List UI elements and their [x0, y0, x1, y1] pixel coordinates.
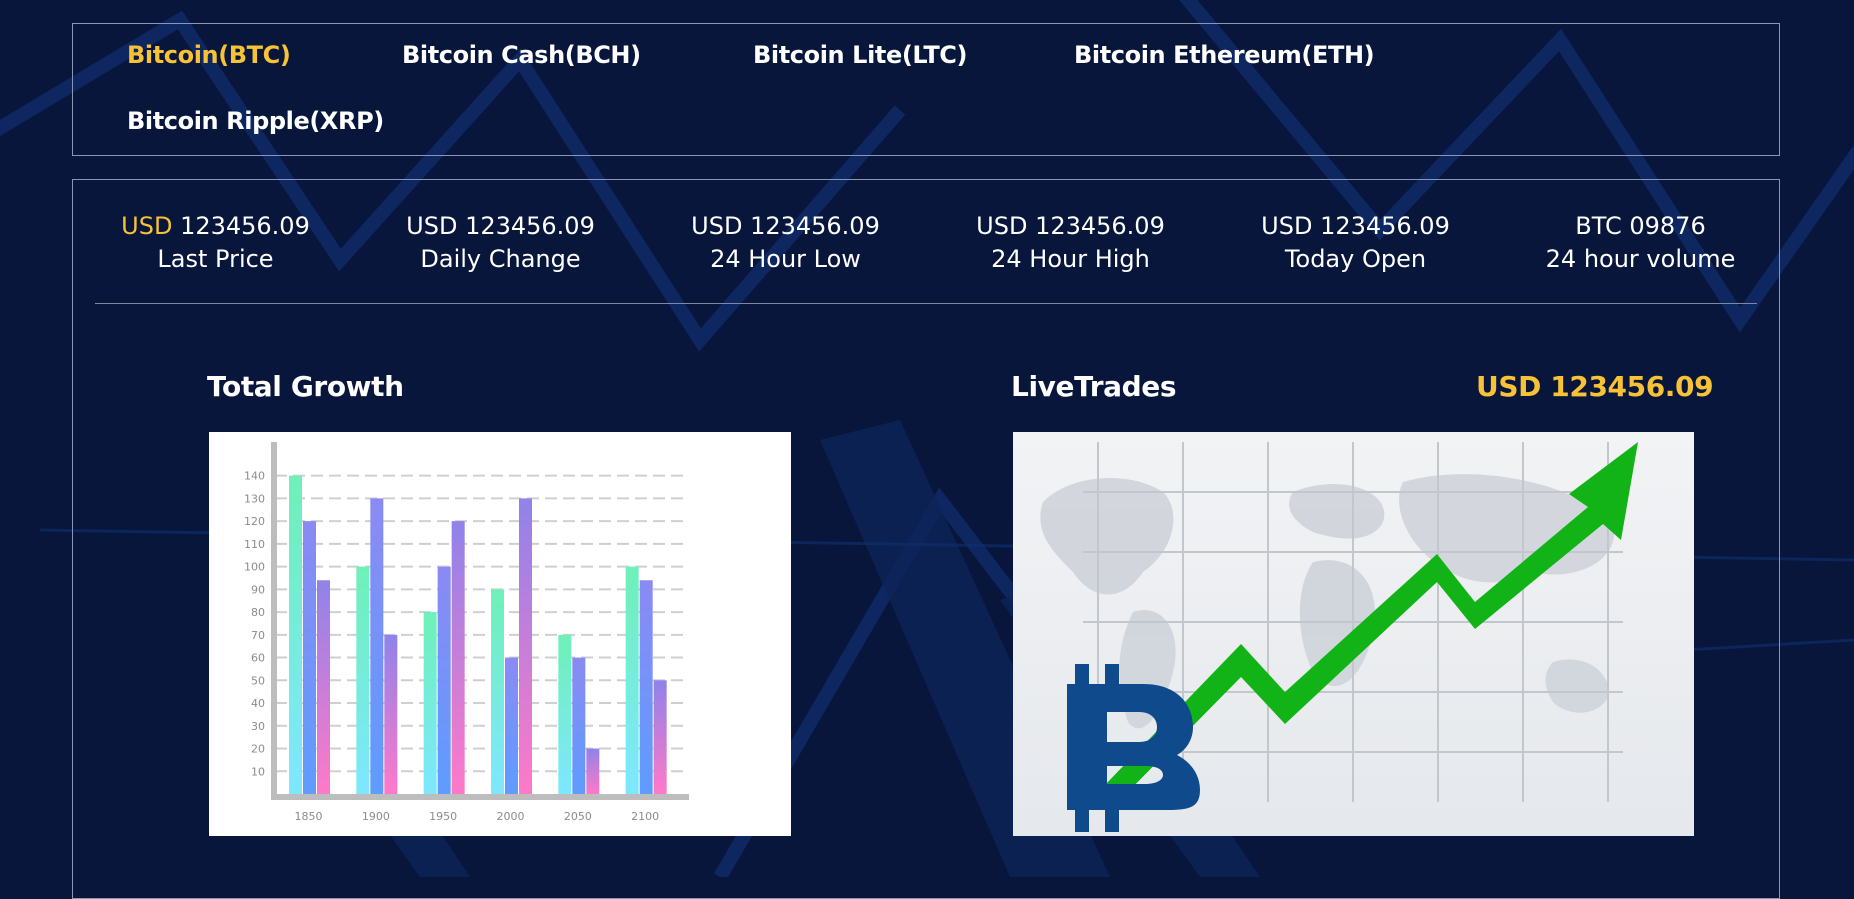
bar: [558, 634, 572, 794]
x-axis: [271, 794, 689, 800]
stat-value: 09876: [1629, 212, 1706, 240]
bar: [653, 680, 667, 794]
stat-daily-change: USD 123456.09 Daily Change: [358, 210, 643, 276]
stat-label: Daily Change: [420, 245, 581, 273]
x-tick-label: 1950: [429, 810, 457, 823]
x-tick-label: 2050: [564, 810, 592, 823]
y-tick-label: 70: [251, 629, 265, 642]
live-trades-title: LiveTrades: [1011, 370, 1177, 403]
stat-currency: USD: [121, 212, 173, 240]
y-tick-label: 140: [244, 470, 265, 483]
y-tick-label: 120: [244, 515, 265, 528]
stat-currency: USD: [976, 212, 1028, 240]
bar: [491, 589, 504, 794]
y-tick-label: 60: [251, 652, 265, 665]
tab-btc[interactable]: Bitcoin(BTC): [127, 41, 291, 69]
stat-label: 24 hour volume: [1545, 245, 1736, 273]
live-trades-image: [1013, 432, 1694, 836]
y-tick-label: 30: [251, 720, 265, 733]
stat-currency: USD: [1261, 212, 1313, 240]
bitcoin-logo-icon: [1067, 664, 1200, 832]
y-tick-label: 100: [244, 561, 265, 574]
total-growth-chart: 10 20 30 40 50 60 70 80 90 100 110 120 130 140 1850 190…: [209, 432, 791, 836]
bar: [317, 580, 330, 794]
live-trades-illustration: [1040, 442, 1638, 832]
y-tick-label: 50: [251, 674, 265, 687]
stat-currency: USD: [691, 212, 743, 240]
bar: [289, 475, 302, 794]
stat-currency: USD: [406, 212, 458, 240]
stat-value: 123456.09: [180, 212, 310, 240]
stat-value: 123456.09: [465, 212, 595, 240]
x-tick-label: 2000: [497, 810, 525, 823]
bar: [437, 566, 451, 794]
y-tick-label: 130: [244, 492, 265, 505]
green-up-arrow-icon: [1103, 442, 1638, 802]
bar: [625, 566, 639, 794]
stats-divider: [95, 303, 1757, 304]
bar: [505, 657, 518, 794]
bar: [370, 498, 384, 794]
world-map-shape: [1040, 474, 1615, 729]
stat-24h-high: USD 123456.09 24 Hour High: [928, 210, 1213, 276]
stat-currency: BTC: [1575, 212, 1622, 240]
x-tick-label: 1850: [295, 810, 323, 823]
bar: [423, 612, 437, 794]
bar: [639, 580, 653, 794]
y-tick-label: 80: [251, 606, 265, 619]
stat-last-price: USD 123456.09 Last Price: [73, 210, 358, 276]
y-tick-label: 90: [251, 583, 265, 596]
stat-value: 123456.09: [750, 212, 880, 240]
stat-value: 123456.09: [1320, 212, 1450, 240]
stat-today-open: USD 123456.09 Today Open: [1213, 210, 1498, 276]
tab-eth[interactable]: Bitcoin Ethereum(ETH): [1074, 41, 1375, 69]
y-tick-label: 110: [244, 538, 265, 551]
bar: [303, 521, 316, 794]
bar: [586, 748, 600, 794]
stat-label: Today Open: [1284, 245, 1427, 273]
stat-label: Last Price: [157, 245, 274, 273]
bar: [384, 634, 398, 794]
stat-24h-volume: BTC 09876 24 hour volume: [1498, 210, 1783, 276]
currency-tabs: Bitcoin(BTC) Bitcoin Cash(BCH) Bitcoin L…: [72, 23, 1780, 156]
y-tick-label: 10: [251, 765, 265, 778]
bar: [572, 657, 586, 794]
bar: [356, 566, 370, 794]
stat-label: 24 Hour High: [991, 245, 1150, 273]
x-tick-label: 2100: [631, 810, 659, 823]
x-tick-label: 1900: [362, 810, 390, 823]
stat-label: 24 Hour Low: [710, 245, 861, 273]
live-trades-price: USD 123456.09: [1476, 370, 1714, 403]
y-tick-label: 20: [251, 743, 265, 756]
stat-24h-low: USD 123456.09 24 Hour Low: [643, 210, 928, 276]
stat-value: 123456.09: [1035, 212, 1165, 240]
bar: [519, 498, 532, 794]
market-panel: USD 123456.09 Last Price USD 123456.09 D…: [72, 179, 1780, 899]
tab-bch[interactable]: Bitcoin Cash(BCH): [402, 41, 641, 69]
bar-chart: 10 20 30 40 50 60 70 80 90 100 110 120 130 140 1850 190…: [244, 442, 689, 823]
tab-ltc[interactable]: Bitcoin Lite(LTC): [753, 41, 968, 69]
total-growth-title: Total Growth: [207, 370, 404, 403]
y-axis: [271, 442, 277, 798]
bar: [451, 521, 465, 794]
y-tick-label: 40: [251, 697, 265, 710]
tab-xrp[interactable]: Bitcoin Ripple(XRP): [127, 107, 384, 135]
